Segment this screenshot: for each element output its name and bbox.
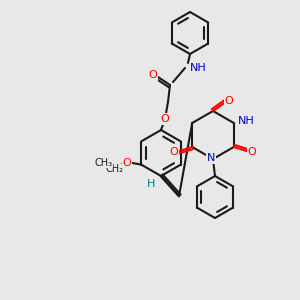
Text: NH: NH bbox=[238, 116, 254, 126]
Text: CH₂: CH₂ bbox=[105, 164, 123, 175]
Text: O: O bbox=[248, 147, 256, 157]
Text: N: N bbox=[207, 153, 215, 163]
Text: O: O bbox=[160, 114, 169, 124]
Text: O: O bbox=[225, 96, 233, 106]
Text: H: H bbox=[147, 179, 155, 189]
Text: O: O bbox=[170, 147, 178, 157]
Text: CH₃: CH₃ bbox=[94, 158, 112, 167]
Text: O: O bbox=[148, 70, 158, 80]
Text: O: O bbox=[123, 158, 131, 167]
Text: NH: NH bbox=[190, 63, 207, 73]
